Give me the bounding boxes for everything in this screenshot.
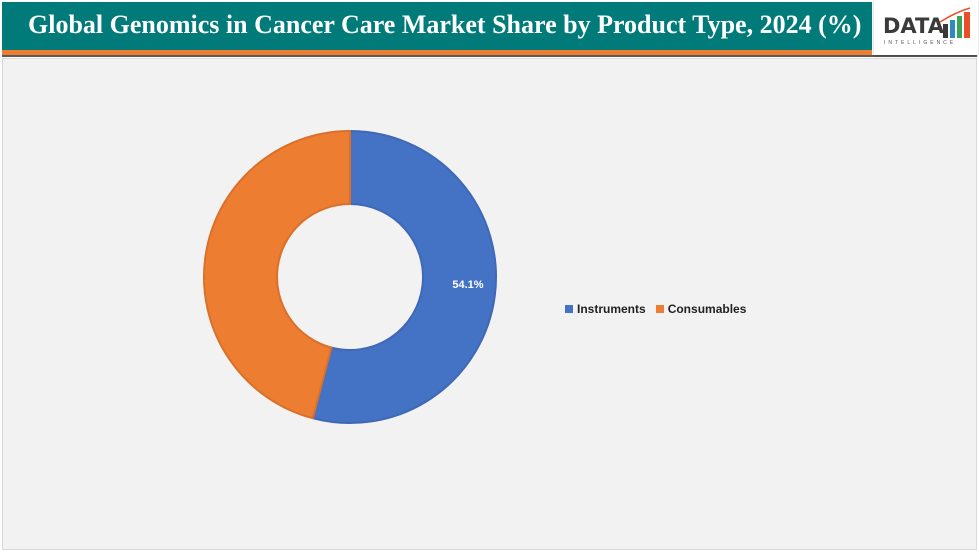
- legend-label: Consumables: [667, 302, 747, 316]
- header: Global Genomics in Cancer Care Market Sh…: [0, 0, 979, 58]
- legend-swatch-icon: [565, 305, 573, 313]
- donut-slice-instruments: [311, 129, 497, 424]
- bar-chart-logo-icon: [939, 7, 971, 38]
- logo: DATA INTELLIGENCE: [874, 0, 978, 55]
- legend: Instruments Consumables: [565, 302, 756, 316]
- accent-bar: [2, 50, 872, 55]
- donut-slice-consumables: [203, 129, 351, 420]
- chart-title: Global Genomics in Cancer Care Market Sh…: [28, 10, 862, 39]
- logo-subtext: INTELLIGENCE: [884, 40, 957, 46]
- logo-text: DATA: [883, 14, 945, 38]
- legend-label: Instruments: [577, 302, 646, 316]
- legend-swatch-icon: [655, 305, 664, 313]
- data-label: 54.1%: [452, 279, 483, 291]
- legend-item-instruments: Instruments: [565, 302, 646, 316]
- title-bar: Global Genomics in Cancer Care Market Sh…: [2, 2, 872, 50]
- legend-item-consumables: Consumables: [655, 302, 747, 316]
- divider: [2, 55, 977, 57]
